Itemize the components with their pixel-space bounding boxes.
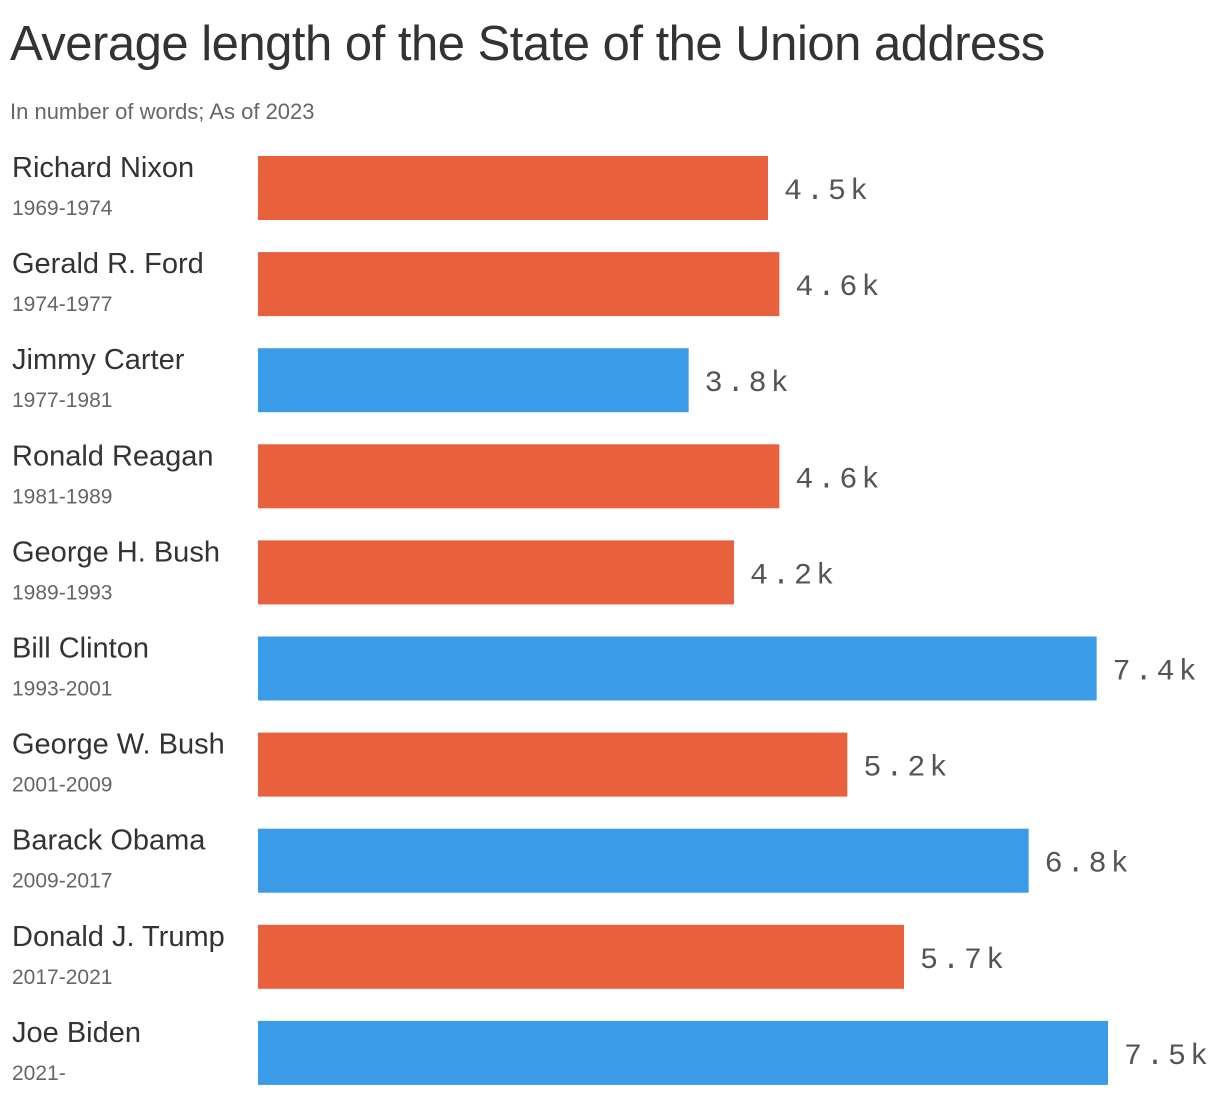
bar-value-label: 4.5k [784,175,872,209]
bar-democrat [258,348,689,413]
term-years: 2021- [12,1062,66,1085]
term-years: 1993-2001 [12,678,112,701]
term-years: 1969-1974 [12,197,113,220]
bar-value-label: 4.2k [750,559,838,593]
bar-value-label: 3.8k [705,367,793,401]
bar-value-label: 7.4k [1113,656,1201,690]
bar-republican [258,924,904,989]
president-name: Joe Biden [12,1017,141,1049]
term-years: 2009-2017 [12,870,112,893]
term-years: 2017-2021 [12,966,112,989]
president-name: Barack Obama [12,825,206,857]
president-name: Bill Clinton [12,633,149,665]
president-name: Richard Nixon [12,152,194,184]
chart-title: Average length of the State of the Union… [10,17,1045,71]
chart-subtitle: In number of words; As of 2023 [10,99,315,124]
bar-value-label: 4.6k [795,463,883,497]
president-name: George W. Bush [12,729,225,761]
bar-value-label: 5.2k [863,752,951,786]
president-name: George H. Bush [12,536,220,568]
president-name: Donald J. Trump [12,921,225,953]
president-name: Jimmy Carter [12,344,185,376]
president-name: Ronald Reagan [12,440,214,472]
bar-value-label: 6.8k [1045,848,1133,882]
bar-democrat [258,1020,1108,1085]
bar-republican [258,540,734,605]
bar-value-label: 5.7k [920,944,1008,978]
bar-value-label: 7.5k [1124,1040,1212,1074]
term-years: 2001-2009 [12,774,112,797]
bar-democrat [258,636,1097,701]
bar-value-label: 4.6k [795,271,883,305]
bar-democrat [258,828,1029,893]
term-years: 1977-1981 [12,389,112,412]
term-years: 1989-1993 [12,581,112,604]
bar-republican [258,252,780,317]
president-name: Gerald R. Ford [12,248,204,280]
bar-republican [258,444,780,509]
term-years: 1981-1989 [12,485,112,508]
bar-republican [258,156,768,220]
term-years: 1974-1977 [12,293,112,316]
bar-republican [258,732,848,797]
